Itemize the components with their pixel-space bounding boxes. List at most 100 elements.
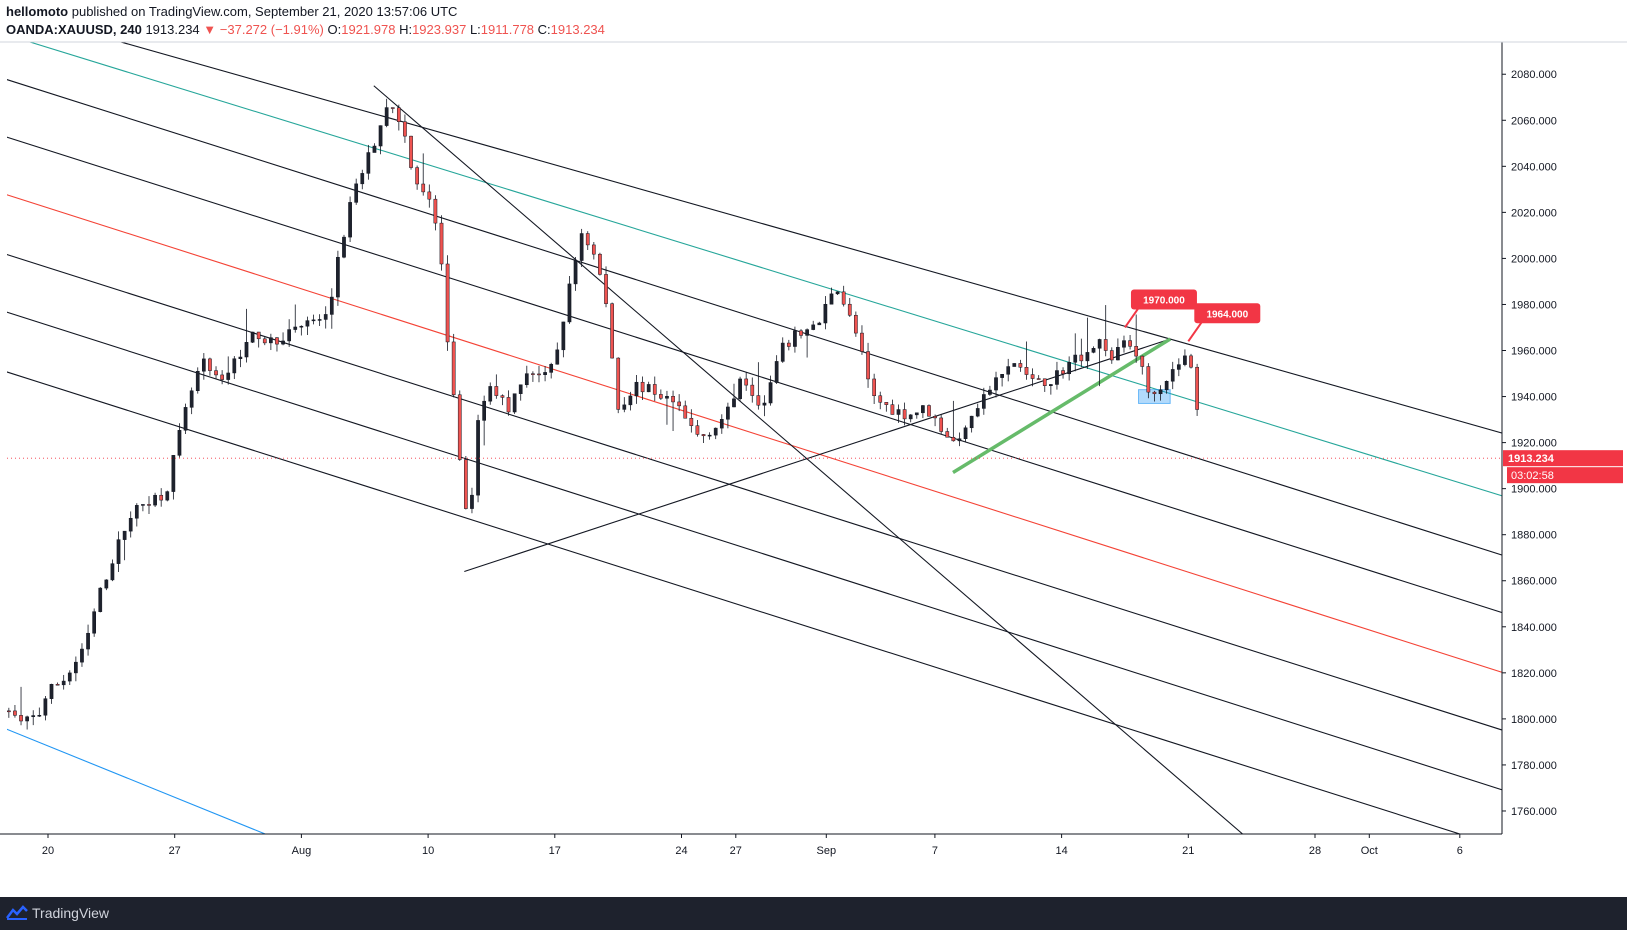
publish-info: hellomoto published on TradingView.com, … — [6, 4, 457, 19]
last-price: 1913.234 — [145, 22, 200, 37]
candle-body — [201, 358, 206, 372]
candle-body — [793, 330, 797, 347]
candle-body — [92, 611, 97, 634]
candle-body — [866, 351, 870, 380]
candle-body — [713, 427, 718, 436]
candle-body — [1079, 354, 1084, 362]
candle-body — [622, 404, 627, 410]
candle-body — [329, 296, 334, 315]
x-tick-label: 14 — [1055, 845, 1067, 857]
candle-body — [823, 303, 828, 324]
open-value: 1921.978 — [341, 22, 396, 37]
high-value: 1923.937 — [412, 22, 467, 37]
candle-body — [902, 409, 907, 420]
candle-body — [208, 358, 212, 371]
candle-body — [1195, 366, 1199, 410]
trend-line — [373, 85, 1243, 834]
price-change: ▼ −37.272 (−1.91%) — [203, 22, 324, 37]
candle-body — [250, 331, 255, 343]
candle-body — [1116, 347, 1120, 361]
candle-body — [153, 494, 157, 506]
candle-body — [994, 377, 998, 391]
candle-body — [7, 710, 11, 713]
candle-body — [585, 233, 590, 246]
candle-body — [1140, 355, 1145, 367]
footer-brand[interactable]: TradingView — [32, 905, 110, 921]
countdown-text: 03:02:58 — [1511, 470, 1554, 482]
candle-body — [433, 198, 438, 224]
candle-body — [451, 341, 456, 396]
candle-body — [323, 314, 328, 320]
candle-body — [646, 384, 651, 393]
candle-body — [1176, 364, 1181, 370]
candle-body — [445, 263, 450, 343]
plot-area: 1970.000 1964.000 — [7, 42, 1502, 834]
candle-body — [348, 202, 352, 238]
candle-body — [634, 381, 639, 397]
x-tick-label: 24 — [675, 845, 687, 857]
candle-body — [171, 455, 176, 492]
candle-body — [512, 393, 517, 413]
candle-body — [628, 395, 633, 406]
candle-body — [835, 291, 840, 295]
candle-body — [1128, 340, 1132, 347]
trend-line — [7, 194, 1502, 673]
candle-body — [939, 417, 944, 432]
candle-body — [957, 438, 962, 442]
candle-body — [744, 378, 749, 386]
candle-body — [988, 389, 992, 395]
candle-body — [262, 338, 267, 344]
callout-pointer — [1187, 320, 1204, 342]
candle-body — [177, 430, 182, 456]
candle-body — [878, 395, 883, 403]
candle-body — [847, 303, 852, 316]
candle-body — [750, 384, 755, 396]
candle-body — [1170, 369, 1175, 382]
candle-body — [805, 329, 809, 336]
candle-body — [287, 329, 292, 342]
candle-body — [439, 222, 444, 265]
candle-body — [738, 378, 742, 400]
candle-body — [116, 539, 121, 564]
x-tick-label: 20 — [42, 845, 54, 857]
candle-body — [1152, 391, 1157, 395]
candle-body — [1006, 366, 1011, 375]
symbol-ohlc: OANDA:XAUUSD, 240 1913.234 ▼ −37.272 (−1… — [6, 22, 605, 37]
trend-line — [7, 371, 1462, 834]
candle-body — [695, 425, 700, 435]
countdown-tag — [1507, 467, 1623, 484]
x-tick-label: Oct — [1361, 845, 1378, 857]
candle-body — [293, 326, 298, 330]
price-chart[interactable]: 1970.000 1964.000 1760.000 1780.000 1800.000… — [0, 0, 1627, 897]
y-tick-label: 1820.000 — [1511, 668, 1557, 680]
callout-pointer — [1124, 306, 1140, 329]
candle-body — [1067, 362, 1071, 375]
candle-body — [732, 398, 736, 408]
candle-body — [591, 244, 596, 255]
candle-body — [1073, 354, 1078, 363]
tradingview-logo-icon[interactable] — [6, 905, 28, 921]
candle-body — [390, 107, 395, 109]
candle-body — [951, 436, 956, 442]
x-tick-label: 17 — [549, 845, 561, 857]
callout-box — [1130, 289, 1197, 310]
callout-box — [1194, 303, 1261, 324]
candle-body — [854, 314, 858, 334]
author-name[interactable]: hellomoto — [6, 4, 69, 19]
y-tick-label: 1860.000 — [1511, 576, 1557, 588]
x-tick-label: 28 — [1309, 845, 1321, 857]
candle-body — [860, 332, 864, 352]
candle-body — [80, 648, 84, 663]
candle-body — [1000, 374, 1004, 378]
candle-body — [573, 260, 578, 285]
candle-body — [884, 402, 889, 405]
y-tick-label: 1940.000 — [1511, 392, 1557, 404]
candle-body — [49, 683, 54, 699]
candle-body — [756, 395, 761, 406]
candle-body — [719, 419, 724, 429]
symbol-label: OANDA:XAUUSD, 240 — [6, 22, 142, 37]
candle-body — [1024, 367, 1029, 375]
candle-body — [506, 397, 511, 413]
candle-body — [31, 715, 36, 718]
candle-body — [494, 386, 499, 396]
